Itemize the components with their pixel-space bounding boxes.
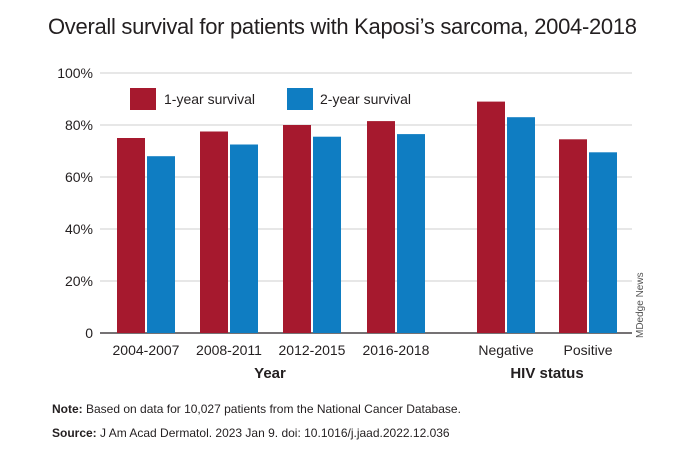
x-tick-label: Negative [478,342,533,358]
legend-label: 2-year survival [320,91,411,107]
y-tick-label: 40% [65,221,93,237]
source: Source: J Am Acad Dermatol. 2023 Jan 9. … [52,426,450,440]
y-tick-label: 80% [65,117,93,133]
legend-swatch [287,88,313,110]
note-text: Based on data for 10,027 patients from t… [82,402,461,416]
bar-1yr-2008-2011 [200,131,228,333]
note: Note: Based on data for 10,027 patients … [52,402,461,416]
credit-label: MDedge News [635,272,646,338]
bars [117,101,617,333]
bar-2yr-negative [507,117,535,333]
bar-2yr-2004-2007 [147,156,175,333]
x-tick-label: 2016-2018 [363,342,430,358]
y-tick-label: 0 [85,325,93,341]
source-label: Source: [52,426,97,440]
bar-1yr-negative [477,101,505,333]
bar-1yr-positive [559,139,587,333]
x-tick-label: 2008-2011 [196,342,262,358]
bar-1yr-2012-2015 [283,125,311,333]
bar-1yr-2004-2007 [117,138,145,333]
y-tick-label: 60% [65,169,93,185]
x-tick-label: 2004-2007 [113,342,180,358]
x-axis-labels: 2004-2007 2008-2011 2012-2015 2016-2018 Nega… [113,342,613,358]
legend-swatch [130,88,156,110]
source-text: J Am Acad Dermatol. 2023 Jan 9. doi: 10.… [96,426,450,440]
x-tick-label: Positive [563,342,612,358]
note-label: Note: [52,402,83,416]
bar-2yr-positive [589,152,617,333]
legend-label: 1-year survival [164,91,255,107]
y-tick-label: 100% [57,65,93,81]
legend: 1-year survival 2-year survival [130,88,411,110]
bar-2yr-2016-2018 [397,134,425,333]
bar-1yr-2016-2018 [367,121,395,333]
chart-title: Overall survival for patients with Kapos… [48,14,637,39]
y-tick-label: 20% [65,273,93,289]
bar-2yr-2008-2011 [230,144,258,333]
x-tick-label: 2012-2015 [279,342,346,358]
gridlines [100,72,632,334]
bar-chart: 0 20% 40% 60% 80% 100% 2004-2007 2008-2011 2012… [57,65,646,382]
group-labels: Year HIV status [254,365,584,382]
y-axis-ticks: 0 20% 40% 60% 80% 100% [57,65,93,341]
bar-2yr-2012-2015 [313,136,341,333]
group-label: HIV status [510,365,583,382]
group-label: Year [254,365,286,382]
